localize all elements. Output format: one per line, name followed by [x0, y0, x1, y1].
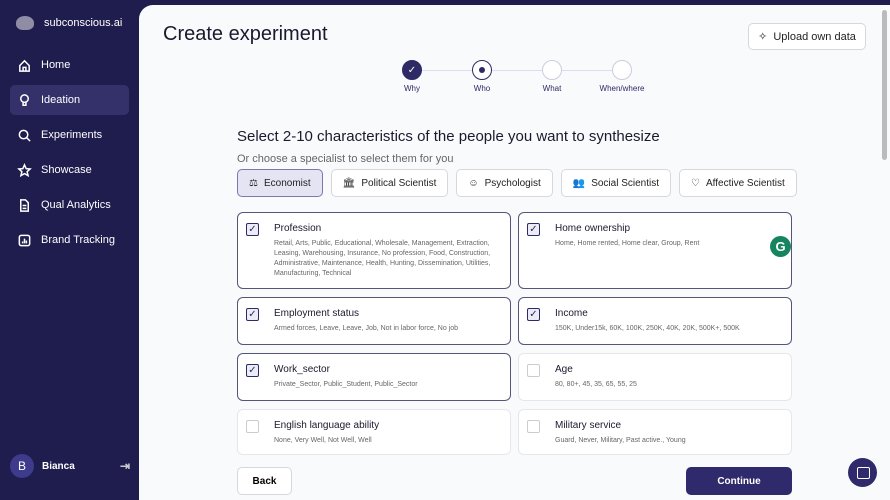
section-heading: Select 2-10 characteristics of the peopl…: [237, 128, 660, 145]
sidebar-item-label: Showcase: [41, 164, 92, 176]
user-profile[interactable]: B Bianca ⇥: [10, 454, 130, 478]
characteristic-card[interactable]: ✓ Employment status Armed forces, Leave, L…: [237, 297, 511, 345]
characteristic-title: Employment status: [274, 308, 360, 319]
user-name: Bianca: [42, 460, 75, 472]
brand-name: subconscious.ai: [44, 17, 123, 29]
continue-button[interactable]: Continue: [686, 467, 792, 495]
star-icon: [17, 162, 32, 177]
step-connector: [492, 70, 542, 71]
specialist-icon: ⚖: [249, 177, 258, 189]
characteristic-values: None, Very Well, Not Well, Well: [274, 437, 372, 444]
characteristic-values: Retail, Arts, Public, Educational, Whole…: [274, 240, 491, 277]
scrollbar[interactable]: [882, 10, 887, 160]
avatar: B: [10, 454, 34, 478]
check-icon: ✓: [402, 60, 422, 80]
characteristic-values: 80, 80+, 45, 35, 65, 55, 25: [555, 381, 637, 388]
sidebar-item-experiments[interactable]: Experiments: [10, 120, 129, 150]
step-what[interactable]: What: [522, 60, 582, 93]
checkbox[interactable]: [527, 364, 540, 377]
characteristic-title: Home ownership: [555, 223, 631, 234]
step-why[interactable]: ✓ Why: [382, 60, 442, 93]
characteristic-values: Guard, Never, Military, Past active., Yo…: [555, 437, 686, 444]
upload-own-data-button[interactable]: ✧ Upload own data: [748, 23, 866, 50]
sidebar-item-label: Experiments: [41, 129, 103, 141]
checkbox[interactable]: ✓: [246, 364, 259, 377]
specialist-list: ⚖ Economist 🏛 Political Scientist ☺ Psycholog…: [237, 169, 797, 197]
step-circle-icon: [612, 60, 632, 80]
step-who[interactable]: Who: [452, 60, 512, 93]
stepper: ✓ Why Who What When/where: [382, 60, 644, 100]
characteristic-title: Work_sector: [274, 364, 330, 375]
brand-logo[interactable]: subconscious.ai: [16, 16, 122, 30]
characteristics-grid: ✓ Profession Retail, Arts, Public, Educati…: [237, 212, 792, 455]
specialist-economist[interactable]: ⚖ Economist: [237, 169, 323, 197]
characteristic-title: Profession: [274, 223, 322, 234]
document-icon: [20, 198, 29, 212]
main-panel: Create experiment ✧ Upload own data ✓ Why W…: [139, 5, 890, 500]
checkbox[interactable]: ✓: [527, 308, 540, 321]
logout-icon[interactable]: ⇥: [119, 459, 130, 473]
characteristic-card[interactable]: ✓ Home ownership Home, Home rented, Home c…: [518, 212, 792, 289]
chart-icon: [18, 234, 31, 246]
sidebar-item-label: Ideation: [41, 94, 81, 106]
search-icon: [18, 129, 31, 142]
characteristic-card[interactable]: ✓ Work_sector Private_Sector, Public_Stude…: [237, 353, 511, 401]
characteristic-card[interactable]: Age 80, 80+, 45, 35, 65, 55, 25: [518, 353, 792, 401]
specialist-icon: ♡: [691, 177, 700, 189]
characteristic-card[interactable]: Military service Guard, Never, Military, …: [518, 409, 792, 455]
step-when-where[interactable]: When/where: [592, 60, 652, 93]
sidebar-nav: Home Ideation Experiments Showcase Qual Anal…: [10, 50, 129, 260]
specialist-psychologist[interactable]: ☺ Psychologist: [456, 169, 553, 197]
sidebar-item-home[interactable]: Home: [10, 50, 129, 80]
specialist-political-scientist[interactable]: 🏛 Political Scientist: [330, 169, 449, 197]
characteristic-title: Age: [555, 364, 573, 375]
step-connector: [422, 70, 472, 71]
sidebar-item-qual-analytics[interactable]: Qual Analytics: [10, 190, 129, 220]
chat-icon[interactable]: [848, 458, 877, 487]
sparkle-icon: ✧: [758, 31, 768, 43]
specialist-icon: 👥: [572, 177, 586, 189]
sidebar-item-label: Home: [41, 59, 71, 71]
specialist-affective-scientist[interactable]: ♡ Affective Scientist: [679, 169, 797, 197]
step-circle-icon: [542, 60, 562, 80]
specialist-social-scientist[interactable]: 👥 Social Scientist: [560, 169, 672, 197]
lightbulb-icon: [20, 93, 29, 106]
checkbox[interactable]: ✓: [246, 223, 259, 236]
sidebar-item-label: Brand Tracking: [41, 234, 115, 246]
checkbox[interactable]: [527, 420, 540, 433]
characteristic-title: Military service: [555, 420, 622, 431]
checkbox[interactable]: ✓: [527, 223, 540, 236]
specialist-icon: 🏛: [342, 177, 356, 189]
sidebar-item-label: Qual Analytics: [41, 199, 111, 211]
specialist-icon: ☺: [468, 177, 479, 189]
checkbox[interactable]: [246, 420, 259, 433]
sidebar: subconscious.ai Home Ideation Experiments S…: [0, 0, 140, 500]
grammarly-icon[interactable]: G: [770, 236, 791, 257]
back-button[interactable]: Back: [237, 467, 292, 495]
characteristic-values: Private_Sector, Public_Student, Public_S…: [274, 381, 418, 388]
section-subheading: Or choose a specialist to select them fo…: [237, 153, 454, 165]
characteristic-title: English language ability: [274, 420, 380, 431]
sidebar-item-showcase[interactable]: Showcase: [10, 155, 129, 185]
checkbox[interactable]: ✓: [246, 308, 259, 321]
brain-logo-icon: [16, 16, 34, 30]
page-title: Create experiment: [163, 23, 328, 45]
sidebar-item-brand-tracking[interactable]: Brand Tracking: [10, 225, 129, 255]
step-circle-icon: [472, 60, 492, 80]
step-connector: [562, 70, 612, 71]
characteristic-card[interactable]: English language ability None, Very Well,…: [237, 409, 511, 455]
characteristic-card[interactable]: ✓ Profession Retail, Arts, Public, Educati…: [237, 212, 511, 289]
sidebar-item-ideation[interactable]: Ideation: [10, 85, 129, 115]
characteristic-values: Armed forces, Leave, Leave, Job, Not in …: [274, 325, 459, 332]
home-icon: [19, 59, 30, 72]
characteristic-card[interactable]: ✓ Income 150K, Under15k, 60K, 100K, 250K, …: [518, 297, 792, 345]
characteristic-values: Home, Home rented, Home clear, Group, Re…: [555, 240, 700, 247]
characteristic-values: 150K, Under15k, 60K, 100K, 250K, 40K, 20…: [555, 325, 740, 332]
characteristic-title: Income: [555, 308, 588, 319]
